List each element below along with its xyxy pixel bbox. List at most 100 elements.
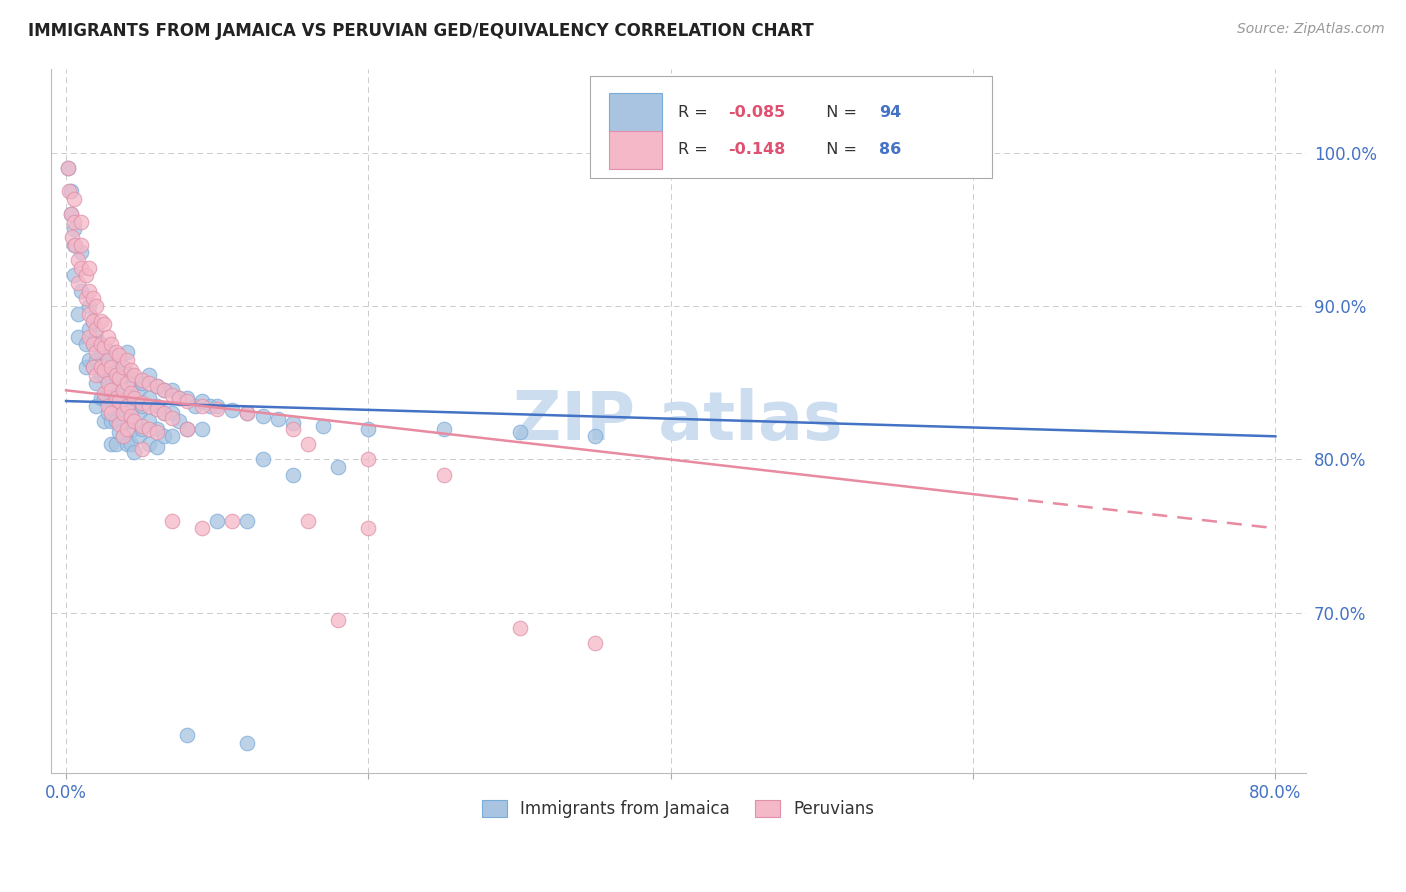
Point	[252, 452, 274, 467]
Point	[120, 368, 142, 382]
Point	[108, 417, 131, 431]
Point	[112, 406, 135, 420]
Point	[120, 386, 142, 401]
Text: R =: R =	[678, 142, 718, 157]
Text: N =: N =	[817, 104, 862, 120]
Point	[100, 384, 122, 398]
Point	[77, 322, 100, 336]
Point	[100, 368, 122, 382]
Point	[112, 360, 135, 375]
Point	[93, 340, 115, 354]
Point	[153, 384, 176, 398]
Point	[205, 401, 228, 416]
Point	[131, 422, 153, 436]
Legend: Immigrants from Jamaica, Peruvians: Immigrants from Jamaica, Peruvians	[475, 794, 882, 825]
Point	[145, 399, 167, 413]
Point	[138, 399, 160, 413]
Point	[93, 391, 115, 405]
Point	[104, 391, 127, 405]
Point	[104, 414, 127, 428]
Point	[145, 422, 167, 436]
Point	[93, 318, 115, 332]
Point	[75, 337, 97, 351]
Point	[77, 299, 100, 313]
Point	[583, 429, 606, 443]
Point	[97, 360, 120, 375]
Point	[67, 276, 90, 290]
Point	[191, 399, 214, 413]
Point	[93, 386, 115, 401]
Point	[176, 728, 198, 742]
Point	[145, 378, 167, 392]
Point	[115, 437, 138, 451]
FancyBboxPatch shape	[609, 130, 662, 169]
Point	[281, 422, 304, 436]
Point	[77, 352, 100, 367]
Point	[509, 621, 531, 635]
Point	[176, 422, 198, 436]
Point	[100, 391, 122, 405]
Point	[67, 307, 90, 321]
Text: -0.085: -0.085	[728, 104, 786, 120]
Text: ZIP atlas: ZIP atlas	[513, 388, 844, 454]
Point	[97, 399, 120, 413]
Text: R =: R =	[678, 104, 713, 120]
FancyBboxPatch shape	[591, 76, 993, 178]
Point	[93, 345, 115, 359]
Point	[122, 391, 145, 405]
Point	[82, 337, 104, 351]
Point	[77, 307, 100, 321]
Point	[97, 384, 120, 398]
Point	[56, 161, 79, 175]
Point	[93, 414, 115, 428]
Point	[120, 437, 142, 451]
Point	[115, 399, 138, 413]
Point	[122, 399, 145, 413]
Point	[160, 406, 183, 420]
Point	[104, 437, 127, 451]
Point	[357, 521, 380, 535]
Point	[67, 253, 90, 268]
Point	[509, 425, 531, 439]
Point	[115, 414, 138, 428]
Point	[138, 414, 160, 428]
Point	[328, 459, 350, 474]
Point	[122, 368, 145, 382]
Point	[153, 406, 176, 420]
Point	[357, 422, 380, 436]
Point	[108, 425, 131, 439]
Text: 86: 86	[879, 142, 901, 157]
Point	[90, 360, 112, 375]
Point	[131, 395, 153, 409]
Point	[145, 440, 167, 454]
Point	[153, 406, 176, 420]
Point	[112, 406, 135, 420]
Point	[100, 337, 122, 351]
Point	[176, 422, 198, 436]
Point	[160, 514, 183, 528]
Point	[120, 414, 142, 428]
Point	[115, 352, 138, 367]
Point	[84, 368, 107, 382]
Point	[70, 237, 93, 252]
Point	[108, 352, 131, 367]
Point	[112, 384, 135, 398]
Point	[433, 422, 456, 436]
Point	[84, 352, 107, 367]
Point	[75, 360, 97, 375]
Point	[138, 368, 160, 382]
Point	[97, 329, 120, 343]
Point	[75, 292, 97, 306]
Point	[120, 363, 142, 377]
Point	[77, 260, 100, 275]
Point	[221, 514, 243, 528]
Point	[115, 376, 138, 390]
Point	[67, 329, 90, 343]
Point	[100, 406, 122, 420]
Point	[104, 368, 127, 382]
Point	[236, 736, 259, 750]
Point	[90, 391, 112, 405]
FancyBboxPatch shape	[609, 93, 662, 132]
Point	[252, 409, 274, 424]
Text: Source: ZipAtlas.com: Source: ZipAtlas.com	[1237, 22, 1385, 37]
